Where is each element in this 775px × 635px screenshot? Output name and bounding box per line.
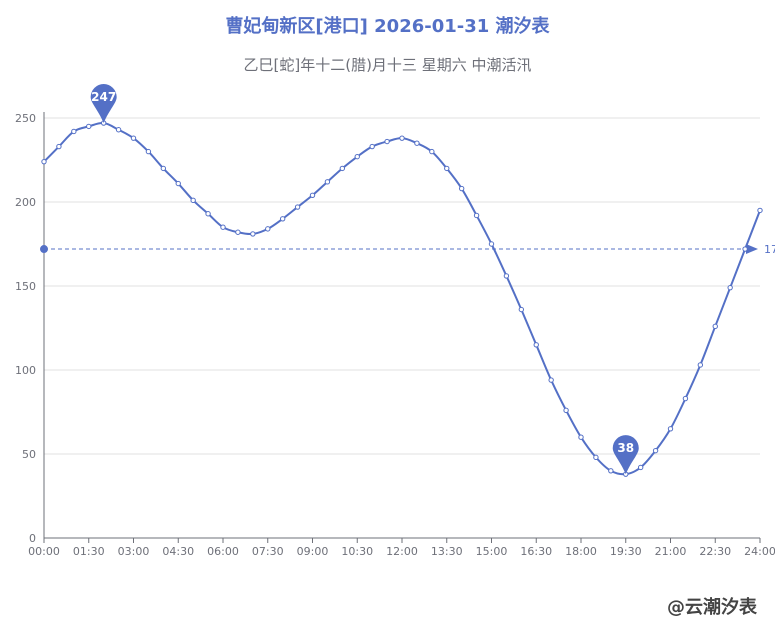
- data-point: [399, 135, 405, 141]
- data-point: [637, 464, 644, 471]
- data-point: [265, 226, 271, 232]
- mark-pin-label: 38: [617, 441, 634, 455]
- x-tick-label: 16:30: [520, 545, 552, 558]
- data-point: [205, 211, 211, 217]
- x-tick-label: 03:00: [118, 545, 150, 558]
- data-point: [250, 231, 256, 237]
- data-point: [667, 426, 674, 432]
- x-tick-label: 12:00: [386, 545, 418, 558]
- data-point: [727, 284, 733, 291]
- grid-lines: [44, 117, 760, 455]
- data-point: [503, 273, 510, 279]
- data-point: [339, 165, 346, 172]
- data-point: [160, 165, 167, 172]
- average-line-arrow: [746, 244, 758, 255]
- data-point: [533, 342, 539, 348]
- data-point: [757, 207, 763, 214]
- x-tick-label: 24:00: [744, 545, 775, 558]
- mark-pin-label: 247: [91, 90, 116, 104]
- x-tick-label: 21:00: [655, 545, 687, 558]
- data-point: [682, 395, 689, 402]
- data-point: [429, 148, 435, 155]
- data-point: [593, 454, 599, 461]
- average-line-label: 172: [764, 243, 775, 256]
- data-point: [473, 212, 480, 219]
- tide-series: [43, 121, 761, 476]
- x-tick-label: 01:30: [73, 545, 105, 558]
- data-points: [41, 120, 763, 477]
- data-point: [145, 148, 152, 155]
- data-point: [652, 447, 659, 454]
- data-point: [712, 323, 718, 330]
- data-point: [115, 127, 122, 133]
- data-point: [697, 362, 704, 368]
- data-point: [130, 135, 137, 141]
- data-point: [324, 179, 331, 185]
- data-point: [384, 138, 390, 145]
- data-point: [71, 128, 77, 135]
- y-tick-label: 0: [29, 532, 36, 545]
- y-tick-label: 100: [15, 364, 36, 377]
- data-point: [220, 224, 226, 230]
- y-tick-label: 200: [15, 196, 36, 209]
- chart-title: 曹妃甸新区[港口] 2026-01-31 潮汐表: [225, 16, 550, 37]
- x-tick-label: 18:00: [565, 545, 597, 558]
- data-point: [41, 158, 47, 165]
- x-tick-label: 00:00: [28, 545, 60, 558]
- x-tick-label: 04:30: [162, 545, 194, 558]
- data-point: [488, 241, 495, 247]
- data-point: [458, 185, 465, 192]
- data-point: [309, 192, 316, 198]
- x-tick-label: 22:30: [699, 545, 731, 558]
- data-point: [56, 143, 62, 150]
- data-point: [294, 204, 301, 210]
- data-point: [175, 180, 181, 187]
- y-tick-label: 250: [15, 112, 36, 125]
- mark-pin: [612, 435, 639, 475]
- x-tick-label: 19:30: [610, 545, 642, 558]
- data-point: [578, 434, 584, 440]
- data-point: [354, 153, 360, 160]
- data-point: [548, 377, 554, 383]
- axes: 0 50 100 150 200 250 00:00 01:30 03:00 04:30 06:00…: [15, 112, 775, 558]
- data-point: [444, 165, 450, 172]
- chart-subtitle: 乙巳[蛇]年十二(腊)月十三 星期六 中潮活汛: [243, 56, 532, 74]
- average-line: 172: [40, 243, 775, 256]
- y-tick-label: 150: [15, 280, 36, 293]
- data-point: [235, 229, 241, 235]
- data-point: [190, 197, 196, 204]
- x-tick-label: 15:00: [476, 545, 508, 558]
- mark-pin: [90, 84, 117, 124]
- x-tick-label: 06:00: [207, 545, 239, 558]
- mark-points: 247 38: [90, 84, 639, 475]
- y-tick-label: 50: [22, 448, 36, 461]
- x-tick-label: 13:30: [431, 545, 463, 558]
- data-point: [86, 123, 92, 130]
- data-point: [742, 246, 748, 252]
- tide-line: [43, 121, 761, 476]
- data-point: [608, 468, 614, 474]
- x-tick-label: 09:00: [297, 545, 329, 558]
- data-point: [414, 140, 420, 146]
- x-tick-label: 07:30: [252, 545, 284, 558]
- watermark: @云潮汐表: [667, 597, 757, 618]
- data-point: [369, 143, 375, 150]
- data-point: [279, 216, 286, 222]
- data-point: [563, 407, 569, 414]
- data-point: [518, 306, 525, 313]
- x-tick-label: 10:30: [341, 545, 373, 558]
